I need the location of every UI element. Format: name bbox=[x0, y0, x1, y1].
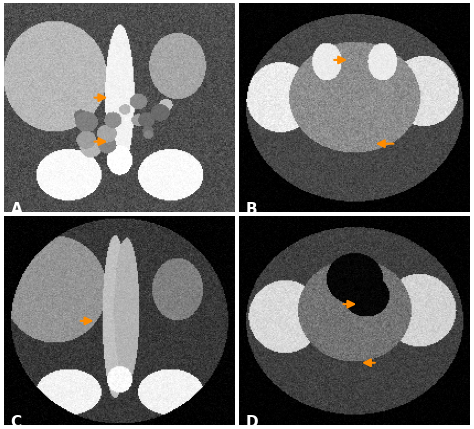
Text: A: A bbox=[11, 202, 22, 218]
Text: D: D bbox=[246, 415, 258, 429]
Text: B: B bbox=[246, 202, 257, 218]
Text: C: C bbox=[11, 415, 22, 429]
